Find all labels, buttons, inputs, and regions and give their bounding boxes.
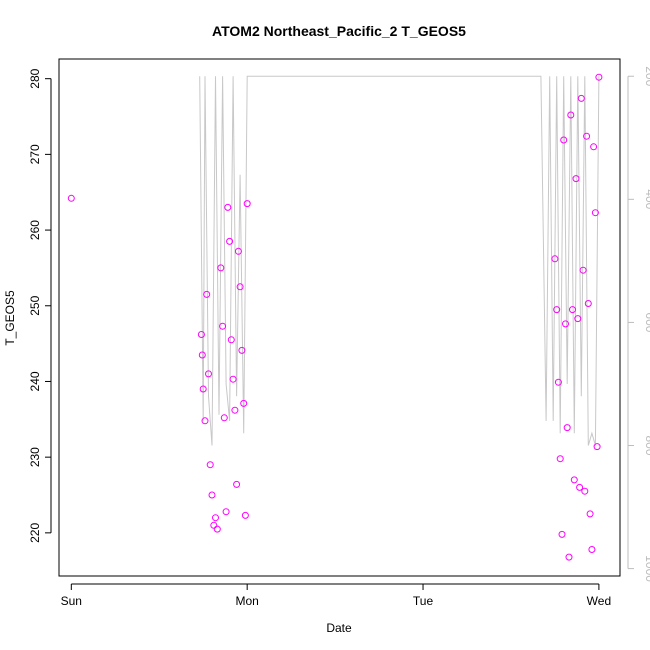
data-points-layer bbox=[67, 73, 603, 561]
data-point bbox=[586, 510, 594, 518]
y2-tick-label: 400 bbox=[643, 189, 650, 209]
data-point bbox=[243, 200, 251, 208]
data-point bbox=[583, 132, 591, 140]
data-point bbox=[67, 194, 75, 202]
x-tick-label: Mon bbox=[236, 594, 259, 608]
x-axis-label: Date bbox=[326, 621, 352, 635]
y2-tick-label: 200 bbox=[643, 66, 650, 86]
y-tick-label: 230 bbox=[28, 447, 42, 467]
x-tick-label: Wed bbox=[587, 594, 611, 608]
data-point bbox=[227, 336, 235, 344]
data-point bbox=[203, 290, 211, 298]
data-point bbox=[198, 351, 206, 359]
data-point bbox=[231, 406, 239, 414]
data-point bbox=[576, 483, 584, 491]
data-point bbox=[567, 111, 575, 119]
data-point bbox=[581, 487, 589, 495]
data-point bbox=[213, 525, 221, 533]
pressure-line bbox=[199, 75, 600, 446]
data-point bbox=[210, 521, 218, 529]
data-point bbox=[570, 476, 578, 484]
data-point bbox=[229, 375, 237, 383]
data-point bbox=[233, 480, 241, 488]
data-point bbox=[560, 136, 568, 144]
data-point bbox=[241, 511, 249, 519]
pressure-line-layer bbox=[199, 75, 600, 446]
data-point bbox=[591, 209, 599, 217]
data-point bbox=[206, 461, 214, 469]
data-point bbox=[234, 247, 242, 255]
y2-tick-label: 1000 bbox=[643, 555, 650, 582]
data-point bbox=[588, 546, 596, 553]
y2-tick-label: 800 bbox=[643, 436, 650, 456]
data-point bbox=[563, 424, 571, 432]
data-point bbox=[574, 315, 582, 323]
data-point bbox=[562, 320, 569, 328]
data-point bbox=[226, 237, 234, 245]
data-point bbox=[240, 399, 248, 407]
data-point bbox=[593, 443, 601, 451]
data-point bbox=[199, 385, 207, 393]
data-point bbox=[569, 306, 576, 314]
y-axis-label: T_GEOS5 bbox=[3, 290, 17, 346]
data-point bbox=[584, 300, 592, 307]
y-tick-label: 240 bbox=[28, 371, 42, 391]
x-tick-label: Tue bbox=[413, 594, 434, 608]
data-point bbox=[579, 266, 587, 274]
data-point bbox=[572, 175, 580, 183]
y-tick-label: 220 bbox=[28, 523, 42, 543]
y-tick-label: 280 bbox=[28, 68, 42, 88]
x-tick-label: Sun bbox=[61, 594, 82, 608]
data-point bbox=[220, 414, 228, 422]
data-point bbox=[219, 322, 227, 330]
data-point bbox=[595, 73, 603, 81]
y-tick-label: 270 bbox=[28, 144, 42, 164]
data-point bbox=[236, 283, 244, 291]
data-point bbox=[551, 255, 559, 263]
data-point bbox=[558, 530, 566, 538]
y-tick-label: 260 bbox=[28, 220, 42, 240]
data-point bbox=[554, 378, 562, 386]
data-point bbox=[577, 94, 585, 102]
data-point bbox=[222, 508, 230, 516]
y-tick-label: 250 bbox=[28, 295, 42, 315]
axes-layer: 220 230 240 250 260 270 280 Sun Mon Tue Wed 200 400 6… bbox=[28, 66, 650, 608]
data-point bbox=[556, 455, 564, 463]
data-point bbox=[224, 203, 232, 211]
data-point bbox=[197, 331, 205, 338]
data-point bbox=[205, 370, 212, 378]
data-point bbox=[212, 514, 219, 522]
data-point bbox=[238, 346, 246, 354]
data-point bbox=[201, 417, 209, 425]
data-point bbox=[565, 553, 573, 561]
data-point bbox=[217, 264, 225, 272]
data-point bbox=[208, 491, 216, 499]
y2-tick-label: 600 bbox=[643, 312, 650, 332]
plot-frame bbox=[58, 58, 621, 577]
data-point bbox=[590, 143, 598, 151]
data-point bbox=[553, 306, 561, 314]
chart-title: ATOM2 Northeast_Pacific_2 T_GEOS5 bbox=[212, 23, 466, 39]
